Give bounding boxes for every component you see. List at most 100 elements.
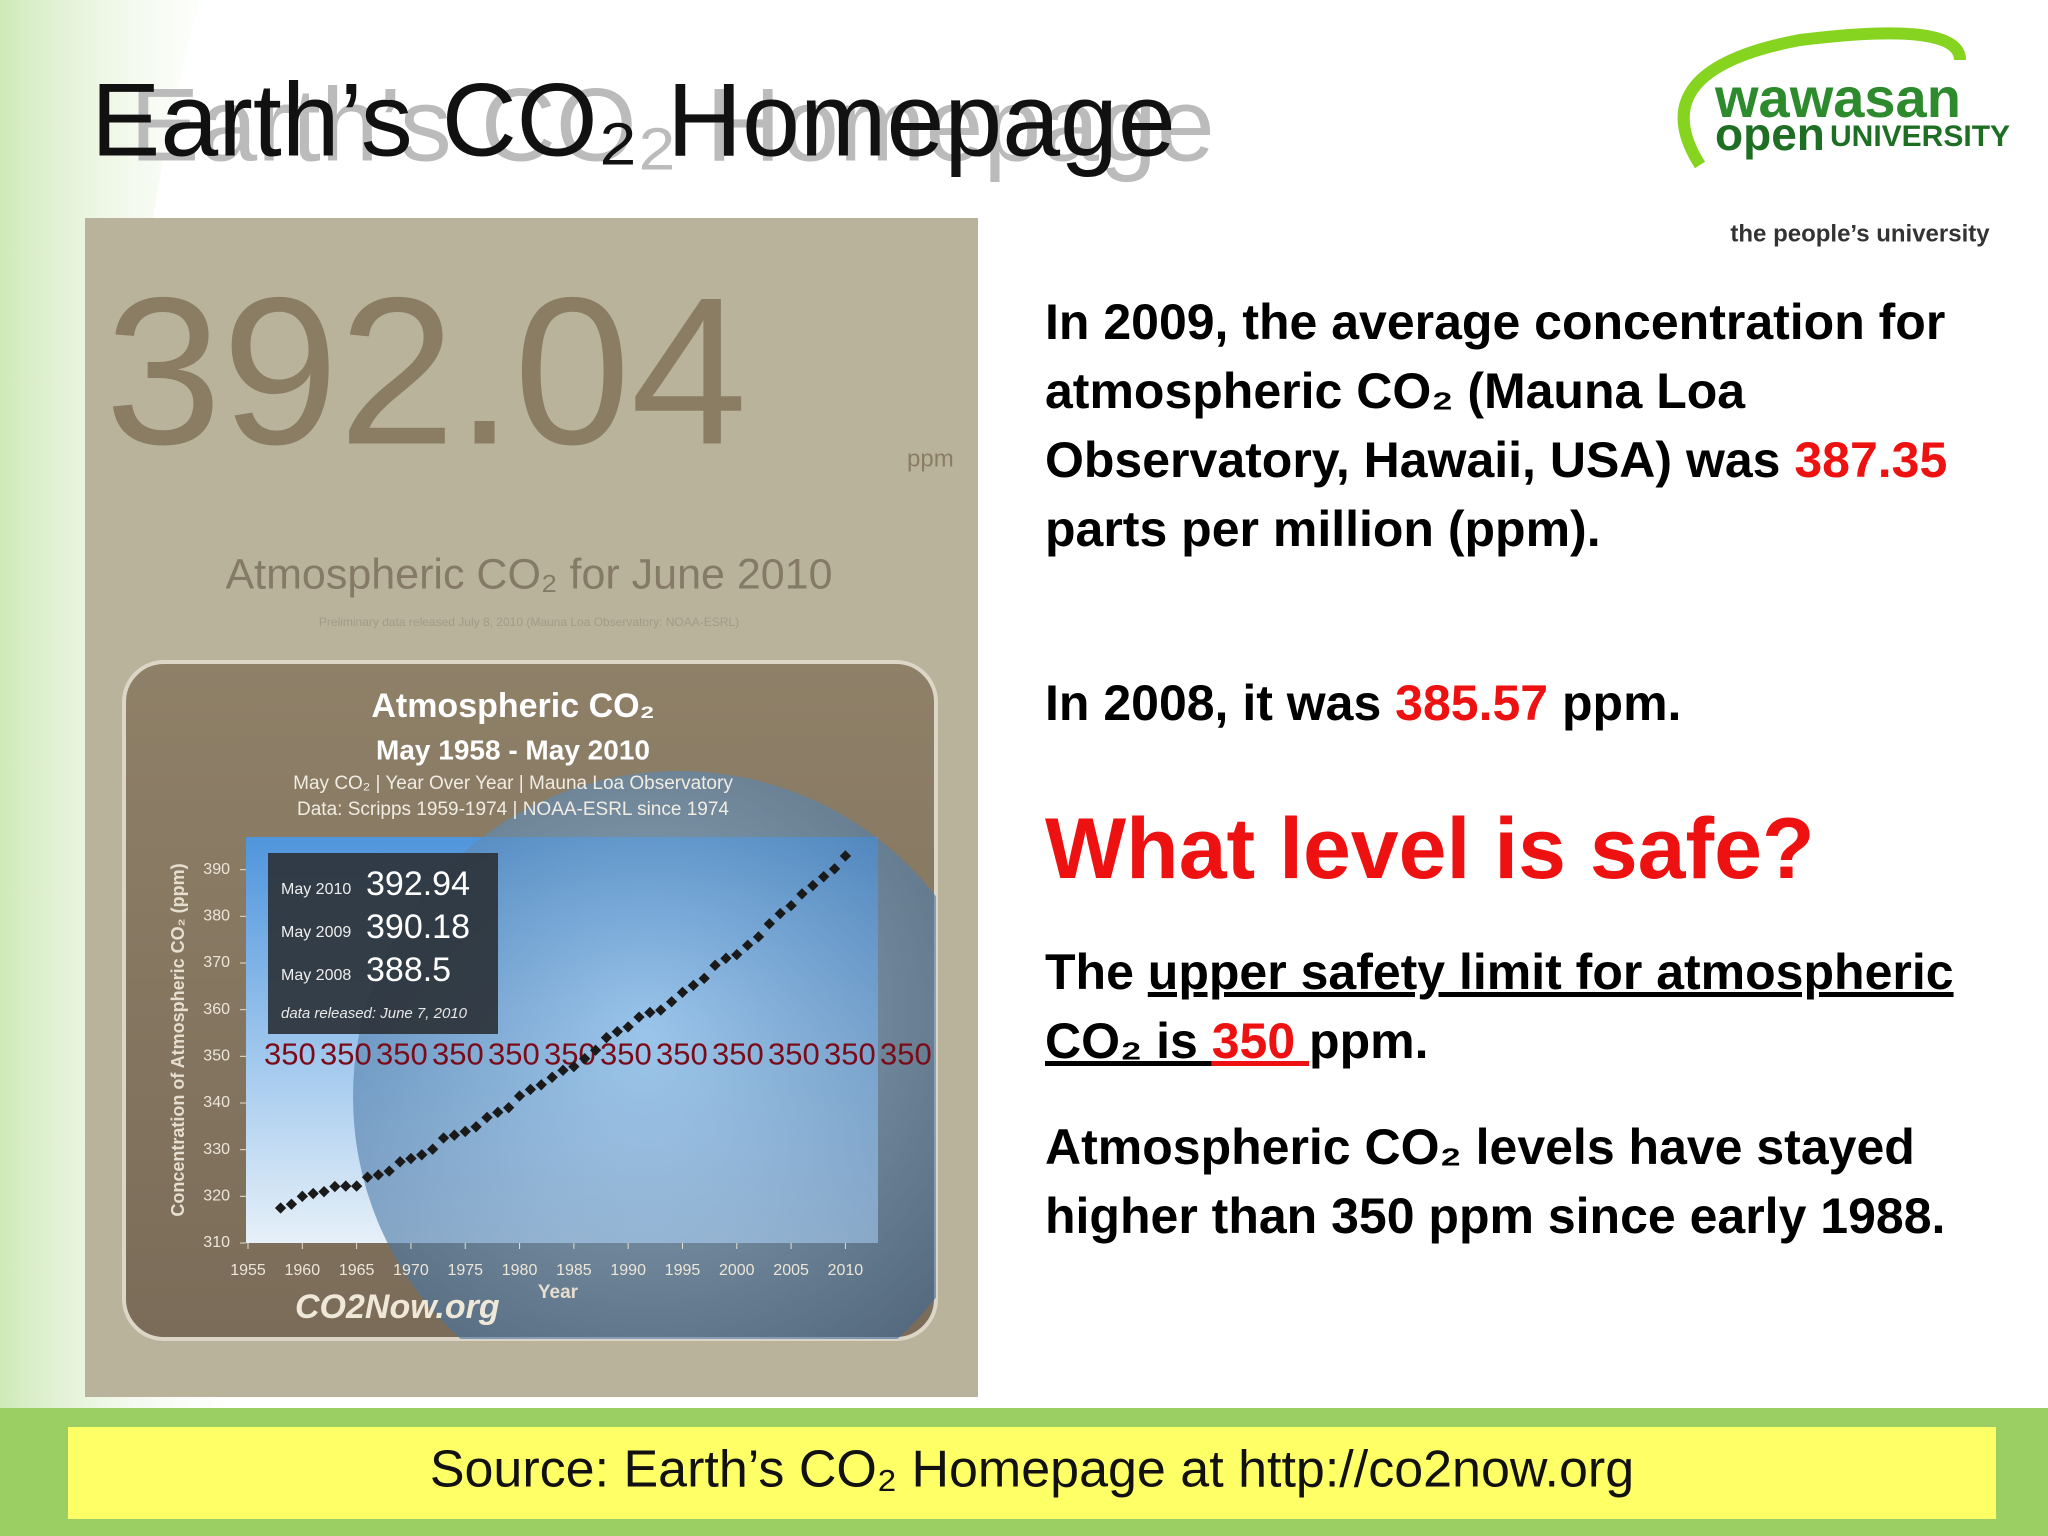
reading-unit: ppm bbox=[907, 445, 954, 472]
x-axis-label: Year bbox=[538, 1282, 579, 1303]
point bbox=[307, 1187, 319, 1200]
highlight: 350 bbox=[1211, 1013, 1310, 1069]
point bbox=[329, 1180, 341, 1193]
y-tick-label: 330 bbox=[203, 1141, 230, 1158]
point bbox=[274, 1202, 287, 1214]
y-tick-label: 320 bbox=[203, 1188, 230, 1205]
y-tick-label: 360 bbox=[203, 1001, 230, 1018]
title-shadow: Earth’s CO₂ Homepage bbox=[130, 67, 1215, 183]
point bbox=[720, 952, 732, 964]
source-box bbox=[68, 1427, 1996, 1519]
point bbox=[394, 1156, 406, 1168]
point bbox=[676, 986, 689, 999]
point bbox=[372, 1169, 385, 1181]
paragraph: The upper safety limit for atmospheric C… bbox=[1045, 938, 1995, 1076]
point bbox=[698, 972, 710, 985]
point bbox=[448, 1129, 461, 1141]
point bbox=[731, 948, 743, 961]
x-tick-label: 1985 bbox=[556, 1262, 592, 1279]
callout-label: May 2010 bbox=[281, 881, 351, 898]
point bbox=[752, 931, 765, 943]
paragraph: Atmospheric CO₂ levels have stayed highe… bbox=[1045, 1119, 1946, 1244]
point bbox=[405, 1152, 417, 1165]
point bbox=[340, 1180, 352, 1192]
safe-level-label: 350 bbox=[488, 1037, 540, 1072]
callout-value: 392.94 bbox=[366, 865, 470, 903]
safe-level-label: 350 bbox=[712, 1037, 764, 1072]
logo-university: UNIVERSITY bbox=[1830, 120, 2010, 153]
point bbox=[796, 888, 808, 900]
point bbox=[611, 1025, 623, 1038]
point bbox=[318, 1186, 330, 1198]
point bbox=[568, 1060, 580, 1073]
text: parts per million (ppm). bbox=[1045, 501, 1601, 557]
x-tick-label: 2005 bbox=[773, 1262, 809, 1279]
y-tick-label: 390 bbox=[203, 861, 230, 878]
point bbox=[481, 1111, 493, 1124]
x-tick-label: 2000 bbox=[719, 1262, 755, 1279]
safe-level-label: 350 bbox=[432, 1037, 484, 1072]
point bbox=[644, 1006, 656, 1019]
x-tick-label: 1965 bbox=[339, 1262, 375, 1279]
chart-note: Data: Scripps 1959-1974 | NOAA-ESRL sinc… bbox=[297, 799, 729, 820]
text: In 2008, it was bbox=[1045, 675, 1396, 731]
safe-level-label: 350 bbox=[320, 1037, 372, 1072]
point bbox=[285, 1198, 298, 1210]
logo-swoosh bbox=[1677, 27, 1966, 169]
decor-swirl bbox=[0, 0, 260, 1408]
point bbox=[655, 1004, 667, 1016]
safe-level-label: 350 bbox=[376, 1037, 428, 1072]
chart-title: Atmospheric CO₂ bbox=[371, 687, 654, 725]
safe-level-label: 350 bbox=[824, 1037, 876, 1072]
point bbox=[600, 1032, 613, 1044]
point bbox=[785, 899, 797, 912]
callout-value: 390.18 bbox=[366, 908, 470, 946]
chart-subtitle: May 1958 - May 2010 bbox=[376, 734, 650, 765]
point bbox=[459, 1125, 471, 1138]
brand: CO2Now.org bbox=[295, 1288, 500, 1326]
point bbox=[589, 1044, 602, 1056]
y-tick-label: 380 bbox=[203, 908, 230, 925]
point bbox=[818, 871, 830, 883]
point bbox=[524, 1083, 537, 1096]
point bbox=[557, 1064, 569, 1076]
point bbox=[807, 879, 819, 892]
text: ppm. bbox=[1309, 1013, 1429, 1069]
y-tick-label: 340 bbox=[203, 1094, 230, 1111]
chart-note: May CO₂ | Year Over Year | Mauna Loa Obs… bbox=[293, 773, 733, 794]
callout-label: May 2009 bbox=[281, 924, 351, 941]
chart: 310 320 330 340 350 360 370 380 390 1955 1960 1965 1… bbox=[203, 850, 932, 1279]
point bbox=[579, 1053, 591, 1065]
point bbox=[492, 1106, 504, 1118]
point bbox=[622, 1021, 634, 1033]
safe-level-label: 350 bbox=[264, 1037, 316, 1072]
panel-caption: Atmospheric CO₂ for June 2010 bbox=[225, 550, 832, 598]
highlight: 387.35 bbox=[1794, 432, 1948, 488]
point bbox=[774, 907, 786, 920]
point bbox=[546, 1071, 558, 1083]
point bbox=[709, 959, 721, 971]
point bbox=[361, 1171, 374, 1183]
point bbox=[535, 1079, 547, 1091]
point bbox=[513, 1090, 526, 1102]
point bbox=[470, 1121, 482, 1133]
panel-note: Preliminary data released July 8, 2010 (… bbox=[319, 615, 739, 629]
safe-level-label: 350 bbox=[600, 1037, 652, 1072]
x-tick-label: 1990 bbox=[610, 1262, 646, 1279]
point bbox=[426, 1143, 439, 1155]
underlined-text: upper safety limit for atmospheric CO₂ i… bbox=[1045, 944, 1954, 1069]
point bbox=[383, 1165, 395, 1177]
point bbox=[741, 939, 754, 951]
y-tick-label: 350 bbox=[203, 1048, 230, 1065]
y-axis-label: Concentration of Atmospheric CO₂ (ppm) bbox=[168, 863, 188, 1216]
globe bbox=[353, 771, 936, 1339]
safe-level-label: 350 bbox=[656, 1037, 708, 1072]
logo-tagline: the people’s university bbox=[1730, 220, 1990, 247]
logo-name: wawasan bbox=[1714, 66, 1961, 129]
paragraph: In 2009, the average concentration for a… bbox=[1045, 288, 1995, 564]
x-tick-label: 1995 bbox=[665, 1262, 701, 1279]
point bbox=[350, 1180, 363, 1192]
x-tick-label: 1960 bbox=[285, 1262, 321, 1279]
x-tick-label: 2010 bbox=[828, 1262, 864, 1279]
